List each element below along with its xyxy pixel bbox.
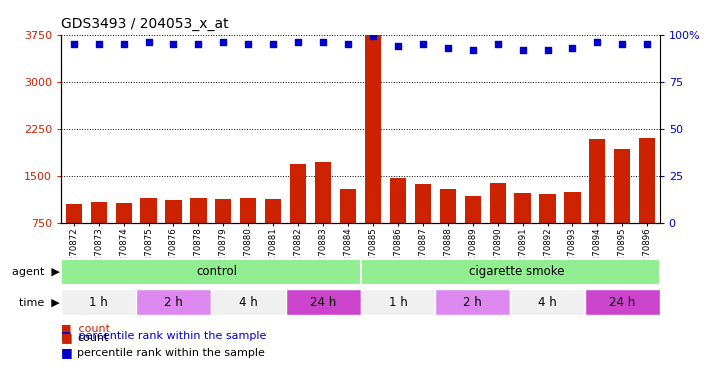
- Bar: [240, 198, 257, 223]
- Text: ■: ■: [61, 346, 73, 359]
- Point: [93, 41, 105, 47]
- Text: count: count: [77, 333, 109, 343]
- Point: [168, 41, 180, 47]
- Point: [342, 41, 354, 47]
- Point: [616, 41, 628, 47]
- Point: [267, 41, 279, 47]
- Point: [193, 41, 204, 47]
- Bar: [415, 184, 431, 223]
- Bar: [565, 192, 580, 223]
- Text: GDS3493 / 204053_x_at: GDS3493 / 204053_x_at: [61, 17, 229, 31]
- Point: [417, 41, 428, 47]
- Point: [317, 39, 329, 45]
- Point: [567, 45, 578, 51]
- Bar: [61, 259, 360, 285]
- Text: time  ▶: time ▶: [19, 297, 60, 308]
- Bar: [539, 194, 556, 223]
- Bar: [91, 202, 107, 223]
- Text: control: control: [197, 265, 238, 278]
- Bar: [216, 199, 231, 223]
- Point: [517, 46, 528, 53]
- Bar: [136, 290, 211, 315]
- Bar: [360, 290, 435, 315]
- Bar: [265, 199, 281, 223]
- Bar: [315, 162, 331, 223]
- Point: [442, 45, 454, 51]
- Bar: [639, 138, 655, 223]
- Point: [68, 41, 79, 47]
- Bar: [510, 290, 585, 315]
- Text: ■: ■: [61, 331, 73, 344]
- Point: [218, 39, 229, 45]
- Text: ■  count: ■ count: [61, 323, 110, 333]
- Bar: [360, 259, 660, 285]
- Text: 24 h: 24 h: [310, 296, 336, 309]
- Point: [242, 41, 254, 47]
- Text: agent  ▶: agent ▶: [12, 266, 60, 277]
- Bar: [490, 182, 505, 223]
- Text: percentile rank within the sample: percentile rank within the sample: [77, 348, 265, 358]
- Bar: [585, 290, 660, 315]
- Point: [392, 43, 404, 49]
- Bar: [435, 290, 510, 315]
- Point: [367, 33, 379, 40]
- Bar: [440, 189, 456, 223]
- Point: [143, 39, 154, 45]
- Bar: [190, 198, 206, 223]
- Bar: [211, 290, 286, 315]
- Point: [118, 41, 129, 47]
- Text: ■  percentile rank within the sample: ■ percentile rank within the sample: [61, 331, 267, 341]
- Bar: [290, 164, 306, 223]
- Point: [541, 46, 553, 53]
- Bar: [165, 200, 182, 223]
- Bar: [286, 290, 360, 315]
- Text: 2 h: 2 h: [464, 296, 482, 309]
- Bar: [464, 196, 481, 223]
- Bar: [340, 189, 356, 223]
- Text: 1 h: 1 h: [89, 296, 108, 309]
- Bar: [141, 198, 156, 223]
- Bar: [515, 193, 531, 223]
- Bar: [61, 290, 136, 315]
- Bar: [365, 35, 381, 223]
- Bar: [589, 139, 606, 223]
- Bar: [390, 177, 406, 223]
- Point: [467, 46, 479, 53]
- Text: 2 h: 2 h: [164, 296, 183, 309]
- Text: 1 h: 1 h: [389, 296, 407, 309]
- Bar: [66, 204, 82, 223]
- Bar: [614, 149, 630, 223]
- Text: 4 h: 4 h: [538, 296, 557, 309]
- Text: 24 h: 24 h: [609, 296, 635, 309]
- Point: [293, 39, 304, 45]
- Text: 4 h: 4 h: [239, 296, 257, 309]
- Bar: [115, 203, 132, 223]
- Point: [492, 41, 503, 47]
- Point: [592, 39, 603, 45]
- Point: [642, 41, 653, 47]
- Text: cigarette smoke: cigarette smoke: [469, 265, 564, 278]
